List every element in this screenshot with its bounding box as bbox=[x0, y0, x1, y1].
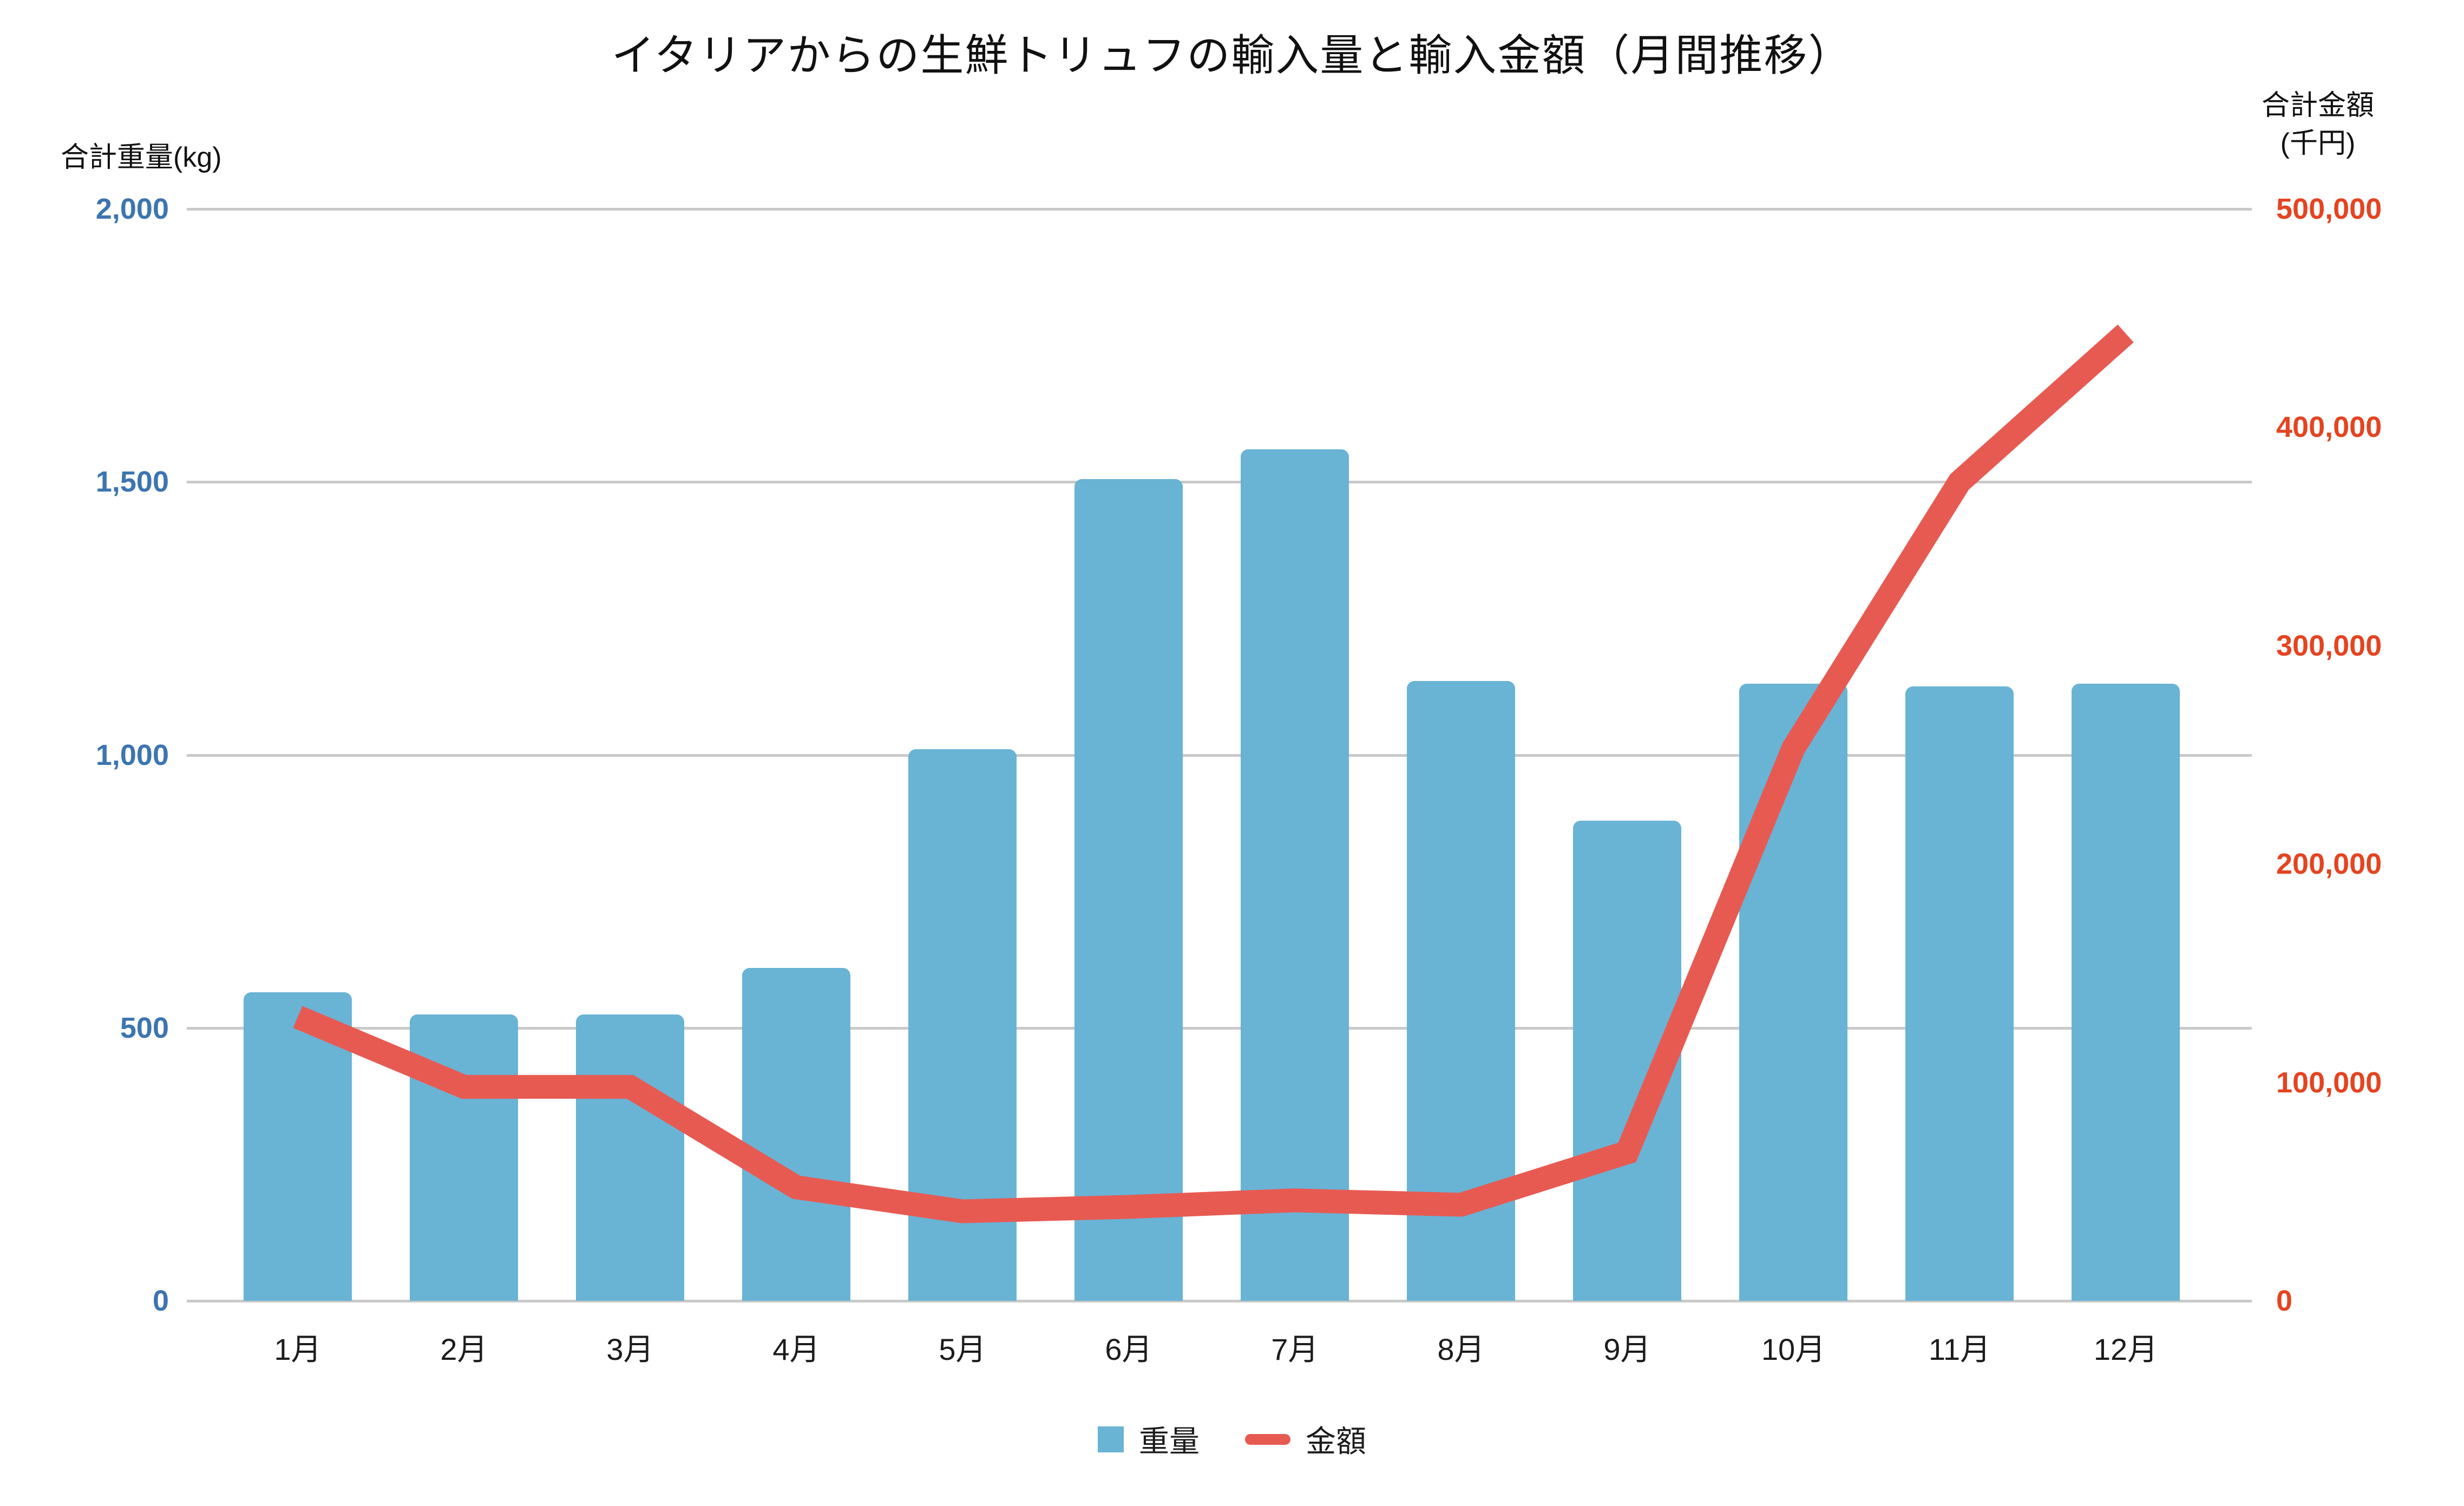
right-axis-tick-label: 0 bbox=[2276, 1285, 2293, 1317]
x-axis-label-6月: 6月 bbox=[1105, 1332, 1152, 1366]
x-axis-label-4月: 4月 bbox=[772, 1332, 820, 1366]
gridline bbox=[187, 1300, 2252, 1302]
chart-title: イタリアからの生鮮トリュフの輸入量と輸入金額（月間推移） bbox=[611, 31, 1853, 80]
right-axis-tick-label: 100,000 bbox=[2276, 1066, 2382, 1099]
legend: 重量 金額 bbox=[0, 1417, 2464, 1461]
bar-5月 bbox=[908, 749, 1017, 1301]
x-axis-label-12月: 12月 bbox=[2093, 1332, 2158, 1366]
bar-12月 bbox=[2072, 684, 2180, 1301]
right-axis-tick-label: 200,000 bbox=[2276, 848, 2382, 881]
legend-line-label: 金額 bbox=[1306, 1424, 1366, 1458]
x-axis-label-1月: 1月 bbox=[274, 1332, 322, 1366]
bar-1月 bbox=[244, 992, 352, 1301]
left-axis-tick-label: 1,000 bbox=[95, 738, 169, 771]
left-axis-tick-label: 500 bbox=[120, 1011, 169, 1044]
legend-bar-label: 重量 bbox=[1139, 1424, 1200, 1458]
gridline bbox=[187, 481, 2252, 484]
bar-3月 bbox=[576, 1014, 684, 1301]
right-axis-title: 合計金額 (千円) bbox=[2193, 87, 2442, 162]
right-axis-tick-label: 400,000 bbox=[2276, 411, 2382, 444]
bar-6月 bbox=[1074, 479, 1183, 1301]
legend-line-swatch-icon bbox=[1245, 1433, 1290, 1445]
bar-4月 bbox=[742, 967, 850, 1301]
right-axis-tick-label: 500,000 bbox=[2276, 193, 2382, 225]
right-axis-title-line2: (千円) bbox=[2280, 128, 2356, 160]
x-axis-label-9月: 9月 bbox=[1603, 1332, 1651, 1366]
gridline bbox=[187, 208, 2252, 211]
bar-11月 bbox=[1905, 686, 2014, 1301]
bar-2月 bbox=[410, 1014, 518, 1301]
right-axis-tick-label: 300,000 bbox=[2276, 629, 2382, 662]
left-axis-tick-label: 2,000 bbox=[95, 193, 169, 225]
bar-9月 bbox=[1573, 820, 1681, 1301]
left-axis-title: 合計重量(kg) bbox=[61, 142, 222, 173]
bar-10月 bbox=[1739, 684, 1847, 1301]
bar-7月 bbox=[1241, 449, 1349, 1301]
x-axis-label-8月: 8月 bbox=[1437, 1332, 1485, 1366]
bar-8月 bbox=[1407, 681, 1515, 1301]
left-axis-tick-label: 0 bbox=[152, 1285, 169, 1317]
right-axis-title-line1: 合計金額 bbox=[2261, 90, 2374, 121]
x-axis-label-3月: 3月 bbox=[606, 1332, 654, 1366]
legend-bar-swatch-icon bbox=[1098, 1426, 1124, 1452]
x-axis-label-7月: 7月 bbox=[1271, 1332, 1319, 1366]
x-axis-label-11月: 11月 bbox=[1928, 1332, 1991, 1366]
amount-line-path bbox=[293, 324, 2134, 1223]
left-axis-tick-label: 1,500 bbox=[95, 466, 169, 499]
x-axis-label-10月: 10月 bbox=[1761, 1332, 1826, 1366]
x-axis-label-5月: 5月 bbox=[939, 1332, 986, 1366]
x-axis-label-2月: 2月 bbox=[440, 1332, 488, 1366]
